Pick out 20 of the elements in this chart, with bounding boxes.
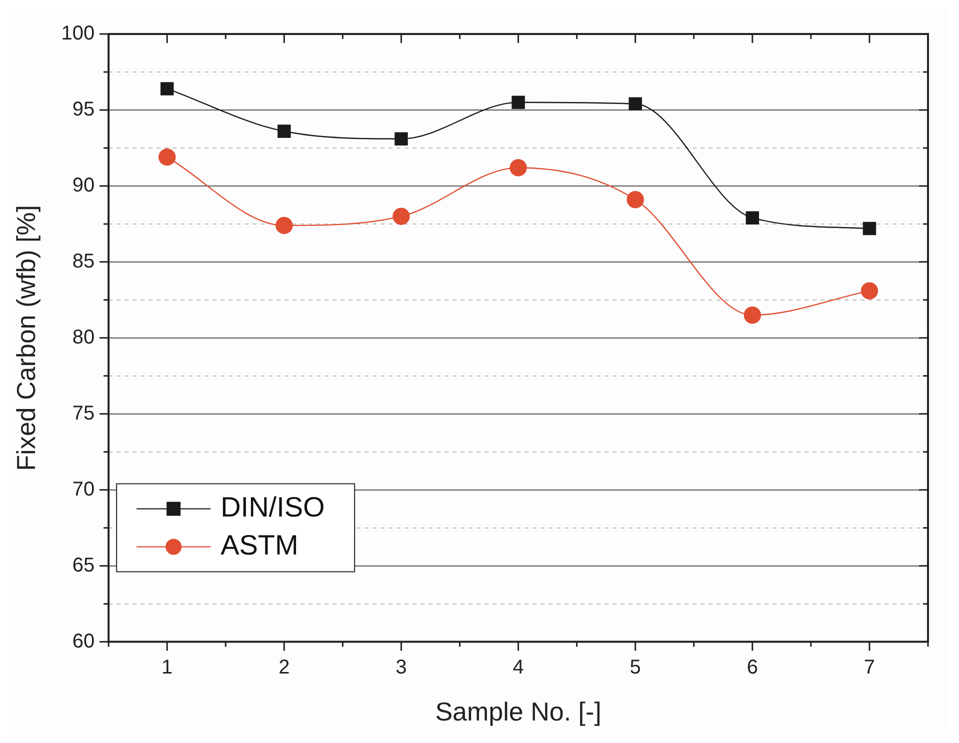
y-tick-label: 70 — [72, 478, 95, 500]
x-tick-label: 5 — [630, 656, 641, 678]
y-tick-label: 100 — [61, 22, 95, 45]
x-tick-label: 4 — [512, 656, 524, 678]
x-tick-label: 1 — [162, 656, 173, 678]
legend-label: ASTM — [220, 530, 298, 561]
y-tick-label: 85 — [72, 250, 95, 272]
x-tick-label: 6 — [746, 656, 758, 678]
y-tick-label: 60 — [72, 630, 95, 652]
legend-label: DIN/ISO — [220, 492, 325, 523]
y-tick-label: 95 — [72, 98, 95, 120]
y-tick-label: 75 — [72, 402, 95, 424]
x-axis-title: Sample No. [-] — [435, 696, 602, 727]
x-tick-label: 7 — [864, 656, 876, 678]
x-tick-label: 3 — [396, 656, 407, 678]
y-tick-label: 65 — [72, 554, 95, 576]
y-tick-label: 80 — [72, 326, 95, 348]
y-tick-label: 90 — [72, 174, 95, 196]
x-tick-label: 2 — [278, 656, 290, 678]
y-axis-title: Fixed Carbon (wfb) [%] — [10, 204, 41, 471]
